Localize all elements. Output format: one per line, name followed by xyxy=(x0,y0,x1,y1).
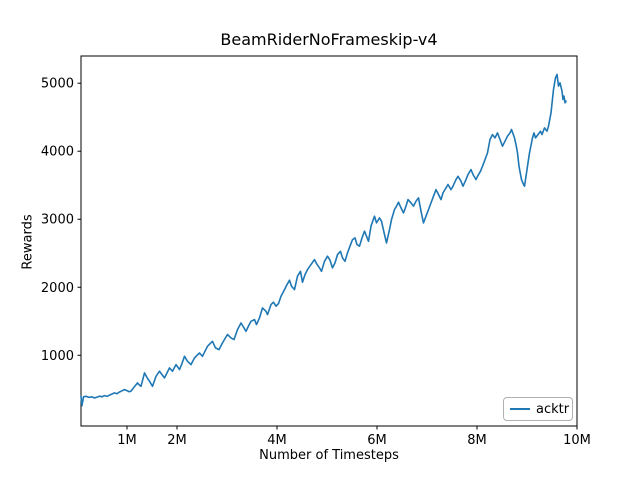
y-tick-label: 4000 xyxy=(41,145,74,160)
y-tick-label: 2000 xyxy=(41,281,74,296)
legend-line-sample-icon xyxy=(510,408,530,410)
chart-title: BeamRiderNoFrameskip-v4 xyxy=(220,30,438,49)
x-tick-label: 1M xyxy=(117,433,137,448)
plot-area xyxy=(80,55,578,427)
x-tick-label: 10M xyxy=(563,433,591,448)
y-axis-label: Rewards xyxy=(20,214,36,270)
y-tick-label: 3000 xyxy=(41,213,74,228)
x-tick-label: 6M xyxy=(367,433,387,448)
y-tick-label: 1000 xyxy=(41,349,74,364)
x-tick-label: 2M xyxy=(167,433,187,448)
reward-curve xyxy=(80,73,567,407)
x-tick-label: 8M xyxy=(467,433,487,448)
legend-box: acktr xyxy=(503,397,573,421)
y-tick-label: 5000 xyxy=(41,77,74,92)
x-axis-label: Number of Timesteps xyxy=(259,448,399,463)
x-tick-label: 4M xyxy=(267,433,287,448)
legend-entry-label: acktr xyxy=(536,401,570,417)
